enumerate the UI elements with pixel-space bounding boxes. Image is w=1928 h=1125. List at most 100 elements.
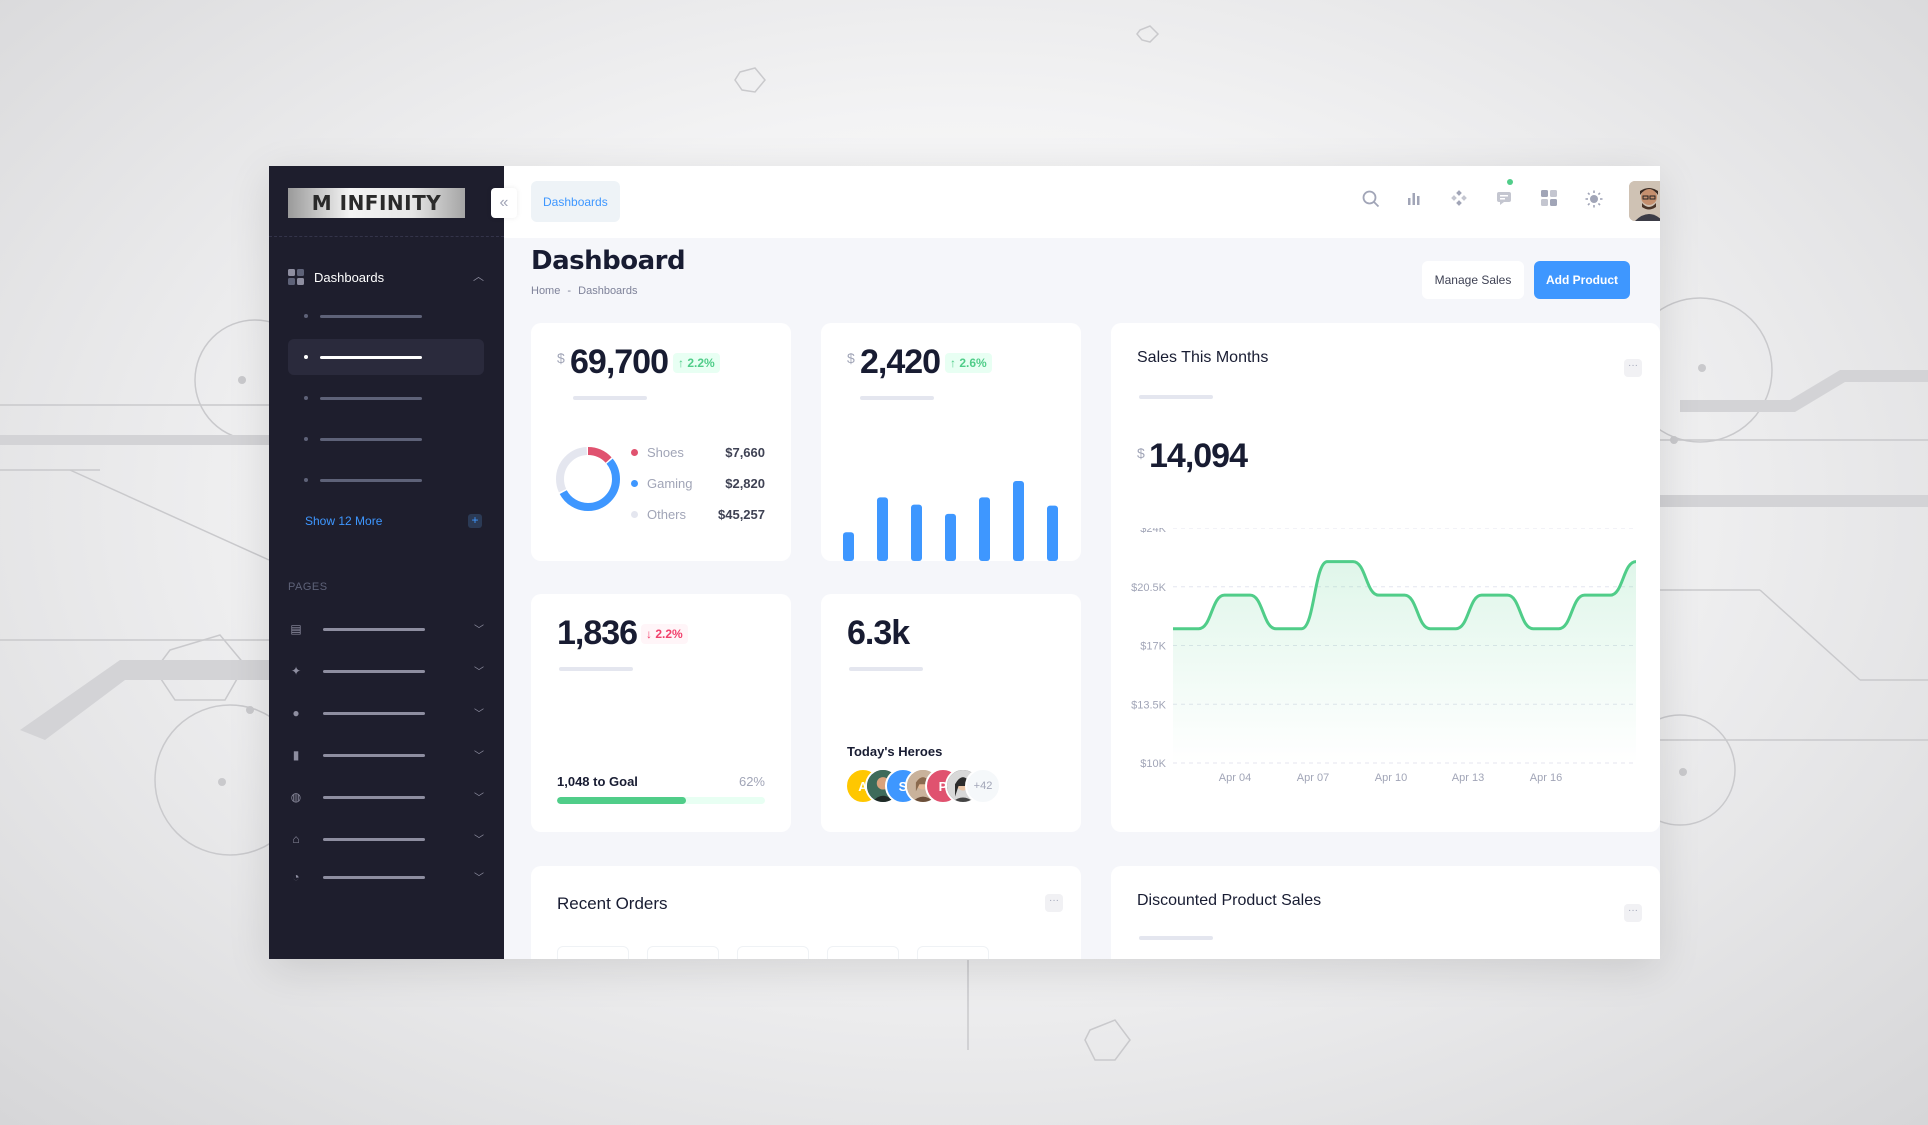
legend-item-others: Others $45,257 [631,504,765,524]
y-tick-label: $20.5K [1131,582,1167,594]
legend-dot [631,510,638,518]
search-icon[interactable] [1360,190,1382,212]
sidebar-divider [269,236,504,237]
sidebar-page-item[interactable]: ● ﹀ [288,702,484,724]
earnings-donut [556,447,620,511]
notification-dot [1507,179,1513,185]
subtitle-placeholder [573,396,647,400]
chevron-down-icon: ﹀ [474,835,484,846]
sidebar-page-item[interactable]: ◍ ﹀ [288,786,484,808]
category-tab[interactable] [557,946,629,959]
sidebar-page-item[interactable]: ◔ ﹀ [288,866,484,888]
new-customers-card: 6.3k Today's Heroes A S P +42 [821,594,1081,832]
user-avatar[interactable] [1629,181,1660,221]
sidebar-subitem-active[interactable] [288,339,484,375]
sales-this-month-card: Sales This Months ··· $ 14,094 $24K $20.5… [1111,323,1660,832]
sidebar-subitem[interactable] [288,421,484,457]
sidebar-page-item[interactable]: ✦ ﹀ [288,660,484,682]
donut-slice-shoes [556,447,620,511]
breadcrumb-home[interactable]: Home [531,285,561,297]
sales-area-chart: $24K $20.5K $17K $13.5K $10K Apr 04 Apr 07 Apr … [1131,528,1637,784]
category-tab[interactable] [827,946,899,959]
sales-bar [877,497,888,561]
discounted-sales-card: Discounted Product Sales ··· [1111,866,1660,959]
sales-bar [843,532,854,561]
chevron-up-icon: ︿ [473,271,484,283]
goal-percent: 62% [738,774,765,789]
main-content: Dashboards Dashboard [504,166,1660,959]
collapse-sidebar-button[interactable]: « [491,188,517,218]
daily-sales-card: $ 2,420 ↑ 2.6% [821,323,1081,561]
pie-icon: ◔ [292,870,300,884]
show-more-link[interactable]: Show 12 More [305,514,383,528]
change-value: 2.6% [959,356,987,370]
file-icon: ▮ [292,748,300,762]
chevron-down-icon: ﹀ [474,625,484,636]
earnings-value: 69,700 [570,343,669,381]
dashboard-app: M INFINITY « Dashboards ︿ Show 12 More +… [269,166,1660,959]
sidebar-page-item[interactable]: ▤ ﹀ [288,618,484,640]
goal-progress-bar [557,797,765,804]
manage-sales-button[interactable]: Manage Sales [1422,261,1524,299]
topbar-breadcrumb[interactable]: Dashboards [531,181,620,222]
donut-slice-others [556,447,620,511]
section-label-pages: PAGES [288,581,328,593]
x-tick-label: Apr 07 [1297,772,1329,784]
add-product-button[interactable]: Add Product [1534,261,1630,299]
sales-bar [1047,505,1058,561]
legend-item-gaming: Gaming $2,820 [631,473,765,493]
sales-month-value: 14,094 [1149,437,1248,475]
sidebar-item-label: Dashboards [314,269,385,285]
legend-dot [631,479,638,487]
sidebar-item-dashboards[interactable]: Dashboards ︿ [288,266,484,288]
top-bar: Dashboards [504,166,1660,238]
subtitle-placeholder [1139,395,1213,399]
sidebar-page-item[interactable]: ▮ ﹀ [288,744,484,766]
sidebar-subitem[interactable] [288,380,484,416]
apps-icon: ✦ [290,664,302,678]
legend-value: $7,660 [725,444,765,460]
sidebar-page-item[interactable]: ⌂ ﹀ [288,828,484,850]
legend-value: $2,820 [725,475,765,491]
series-line [1173,560,1637,631]
more-menu-button[interactable]: ··· [1045,894,1063,912]
grid-icon[interactable] [1538,190,1560,212]
more-menu-button[interactable]: ··· [1624,359,1642,377]
message-icon[interactable] [1493,190,1515,212]
more-menu-button[interactable]: ··· [1624,904,1642,922]
chevron-down-icon: ﹀ [474,873,484,884]
apps-diamond-icon[interactable] [1448,190,1470,212]
sales-bar [979,497,990,561]
currency-symbol: $ [1137,445,1145,461]
category-tab[interactable] [737,946,809,959]
change-badge: ↑ 2.2% [673,353,720,373]
sidebar: M INFINITY « Dashboards ︿ Show 12 More +… [269,166,517,959]
more-heroes-count[interactable]: +42 [965,768,1001,804]
y-tick-label: $13.5K [1131,699,1167,711]
orders-value: 1,836 [557,614,638,652]
dashboard-grid-icon [288,269,304,285]
brand-logo[interactable]: M INFINITY [288,188,465,218]
daily-sales-bars [843,481,1058,561]
category-tab[interactable] [647,946,719,959]
breadcrumb-separator: - [567,285,572,297]
sidebar-subitem[interactable] [288,462,484,498]
sales-bar [1013,481,1024,561]
legend-name: Others [647,506,687,522]
sidebar-subitem[interactable] [288,298,484,334]
sun-theme-icon[interactable] [1583,190,1605,212]
chevron-down-icon: ﹀ [474,751,484,762]
currency-symbol: $ [557,350,565,366]
change-badge: ↓ 2.2% [641,624,688,644]
area-fill [1173,561,1636,763]
sales-bar [945,513,956,561]
page-title: Dashboard [531,246,686,276]
subtitle-placeholder [849,667,923,671]
plus-icon[interactable]: + [468,514,482,528]
legend-value: $45,257 [718,506,765,522]
change-value: 2.2% [687,356,715,370]
bar-chart-icon[interactable] [1404,190,1426,212]
change-badge: ↑ 2.6% [945,353,992,373]
category-tab[interactable] [917,946,989,959]
